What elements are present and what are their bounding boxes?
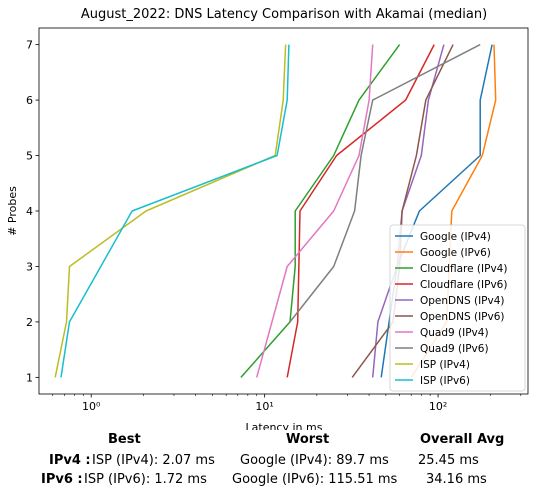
series-line-7 xyxy=(289,43,481,323)
y-tick-label-5: 6 xyxy=(26,94,33,107)
legend-label-4: OpenDNS (IPv4) xyxy=(420,295,505,307)
y-tick-label-0: 1 xyxy=(26,371,33,384)
y-tick-label-1: 2 xyxy=(26,316,33,329)
x-axis: 10⁰ 10¹ 10² xyxy=(52,394,522,413)
y-axis: 1 2 3 4 5 6 7 xyxy=(26,39,39,384)
x-tick-label-2: 10² xyxy=(429,400,447,413)
legend-label-9: ISP (IPv6) xyxy=(420,375,470,387)
summary-best-ipv4: ISP (IPv4): 2.07 ms xyxy=(92,453,215,468)
y-tick-label-6: 7 xyxy=(26,39,33,52)
series-line-8 xyxy=(54,44,287,378)
summary-header-avg: Overall Avg xyxy=(420,432,505,447)
x-axis-label: Latency in ms xyxy=(246,421,323,430)
y-tick-label-2: 3 xyxy=(26,260,33,273)
legend-label-1: Google (IPv6) xyxy=(420,247,491,259)
summary-worst-ipv4: Google (IPv4): 89.7 ms xyxy=(240,453,389,468)
series-line-6 xyxy=(255,44,374,378)
summary-header-worst: Worst xyxy=(286,432,330,447)
summary-row-label-ipv4: IPv4 : xyxy=(49,453,91,468)
summary-row-label-ipv6: IPv6 : xyxy=(41,472,83,487)
summary-avg-ipv6: 34.16 ms xyxy=(426,472,487,487)
series-line-2 xyxy=(240,44,401,378)
legend-label-0: Google (IPv4) xyxy=(420,231,491,243)
summary-best-ipv6: ISP (IPv6): 1.72 ms xyxy=(84,472,207,487)
y-tick-label-3: 4 xyxy=(26,205,33,218)
summary-avg-ipv4: 25.45 ms xyxy=(418,453,479,468)
x-tick-label-1: 10¹ xyxy=(255,400,273,413)
series-line-9 xyxy=(60,44,290,378)
y-axis-label: # Probes xyxy=(6,186,19,236)
chart-title: August_2022: DNS Latency Comparison with… xyxy=(81,7,487,22)
series-line-3 xyxy=(286,44,435,378)
summary-worst-ipv6: Google (IPv6): 115.51 ms xyxy=(232,472,398,487)
chart: August_2022: DNS Latency Comparison with… xyxy=(6,7,529,430)
y-tick-label-4: 5 xyxy=(26,150,33,163)
plot-area xyxy=(38,27,529,395)
legend-label-6: Quad9 (IPv4) xyxy=(420,327,489,339)
legend-label-8: ISP (IPv4) xyxy=(420,359,470,371)
legend-label-5: OpenDNS (IPv6) xyxy=(420,311,505,323)
legend-label-7: Quad9 (IPv6) xyxy=(420,343,489,355)
legend-box xyxy=(389,224,526,392)
legend-label-3: Cloudflare (IPv6) xyxy=(420,279,507,291)
legend: Google (IPv4) Google (IPv6) Cloudflare (IP… xyxy=(389,224,526,392)
summary-header-best: Best xyxy=(108,432,141,447)
x-tick-label-0: 10⁰ xyxy=(82,400,101,413)
legend-label-2: Cloudflare (IPv4) xyxy=(420,263,507,275)
